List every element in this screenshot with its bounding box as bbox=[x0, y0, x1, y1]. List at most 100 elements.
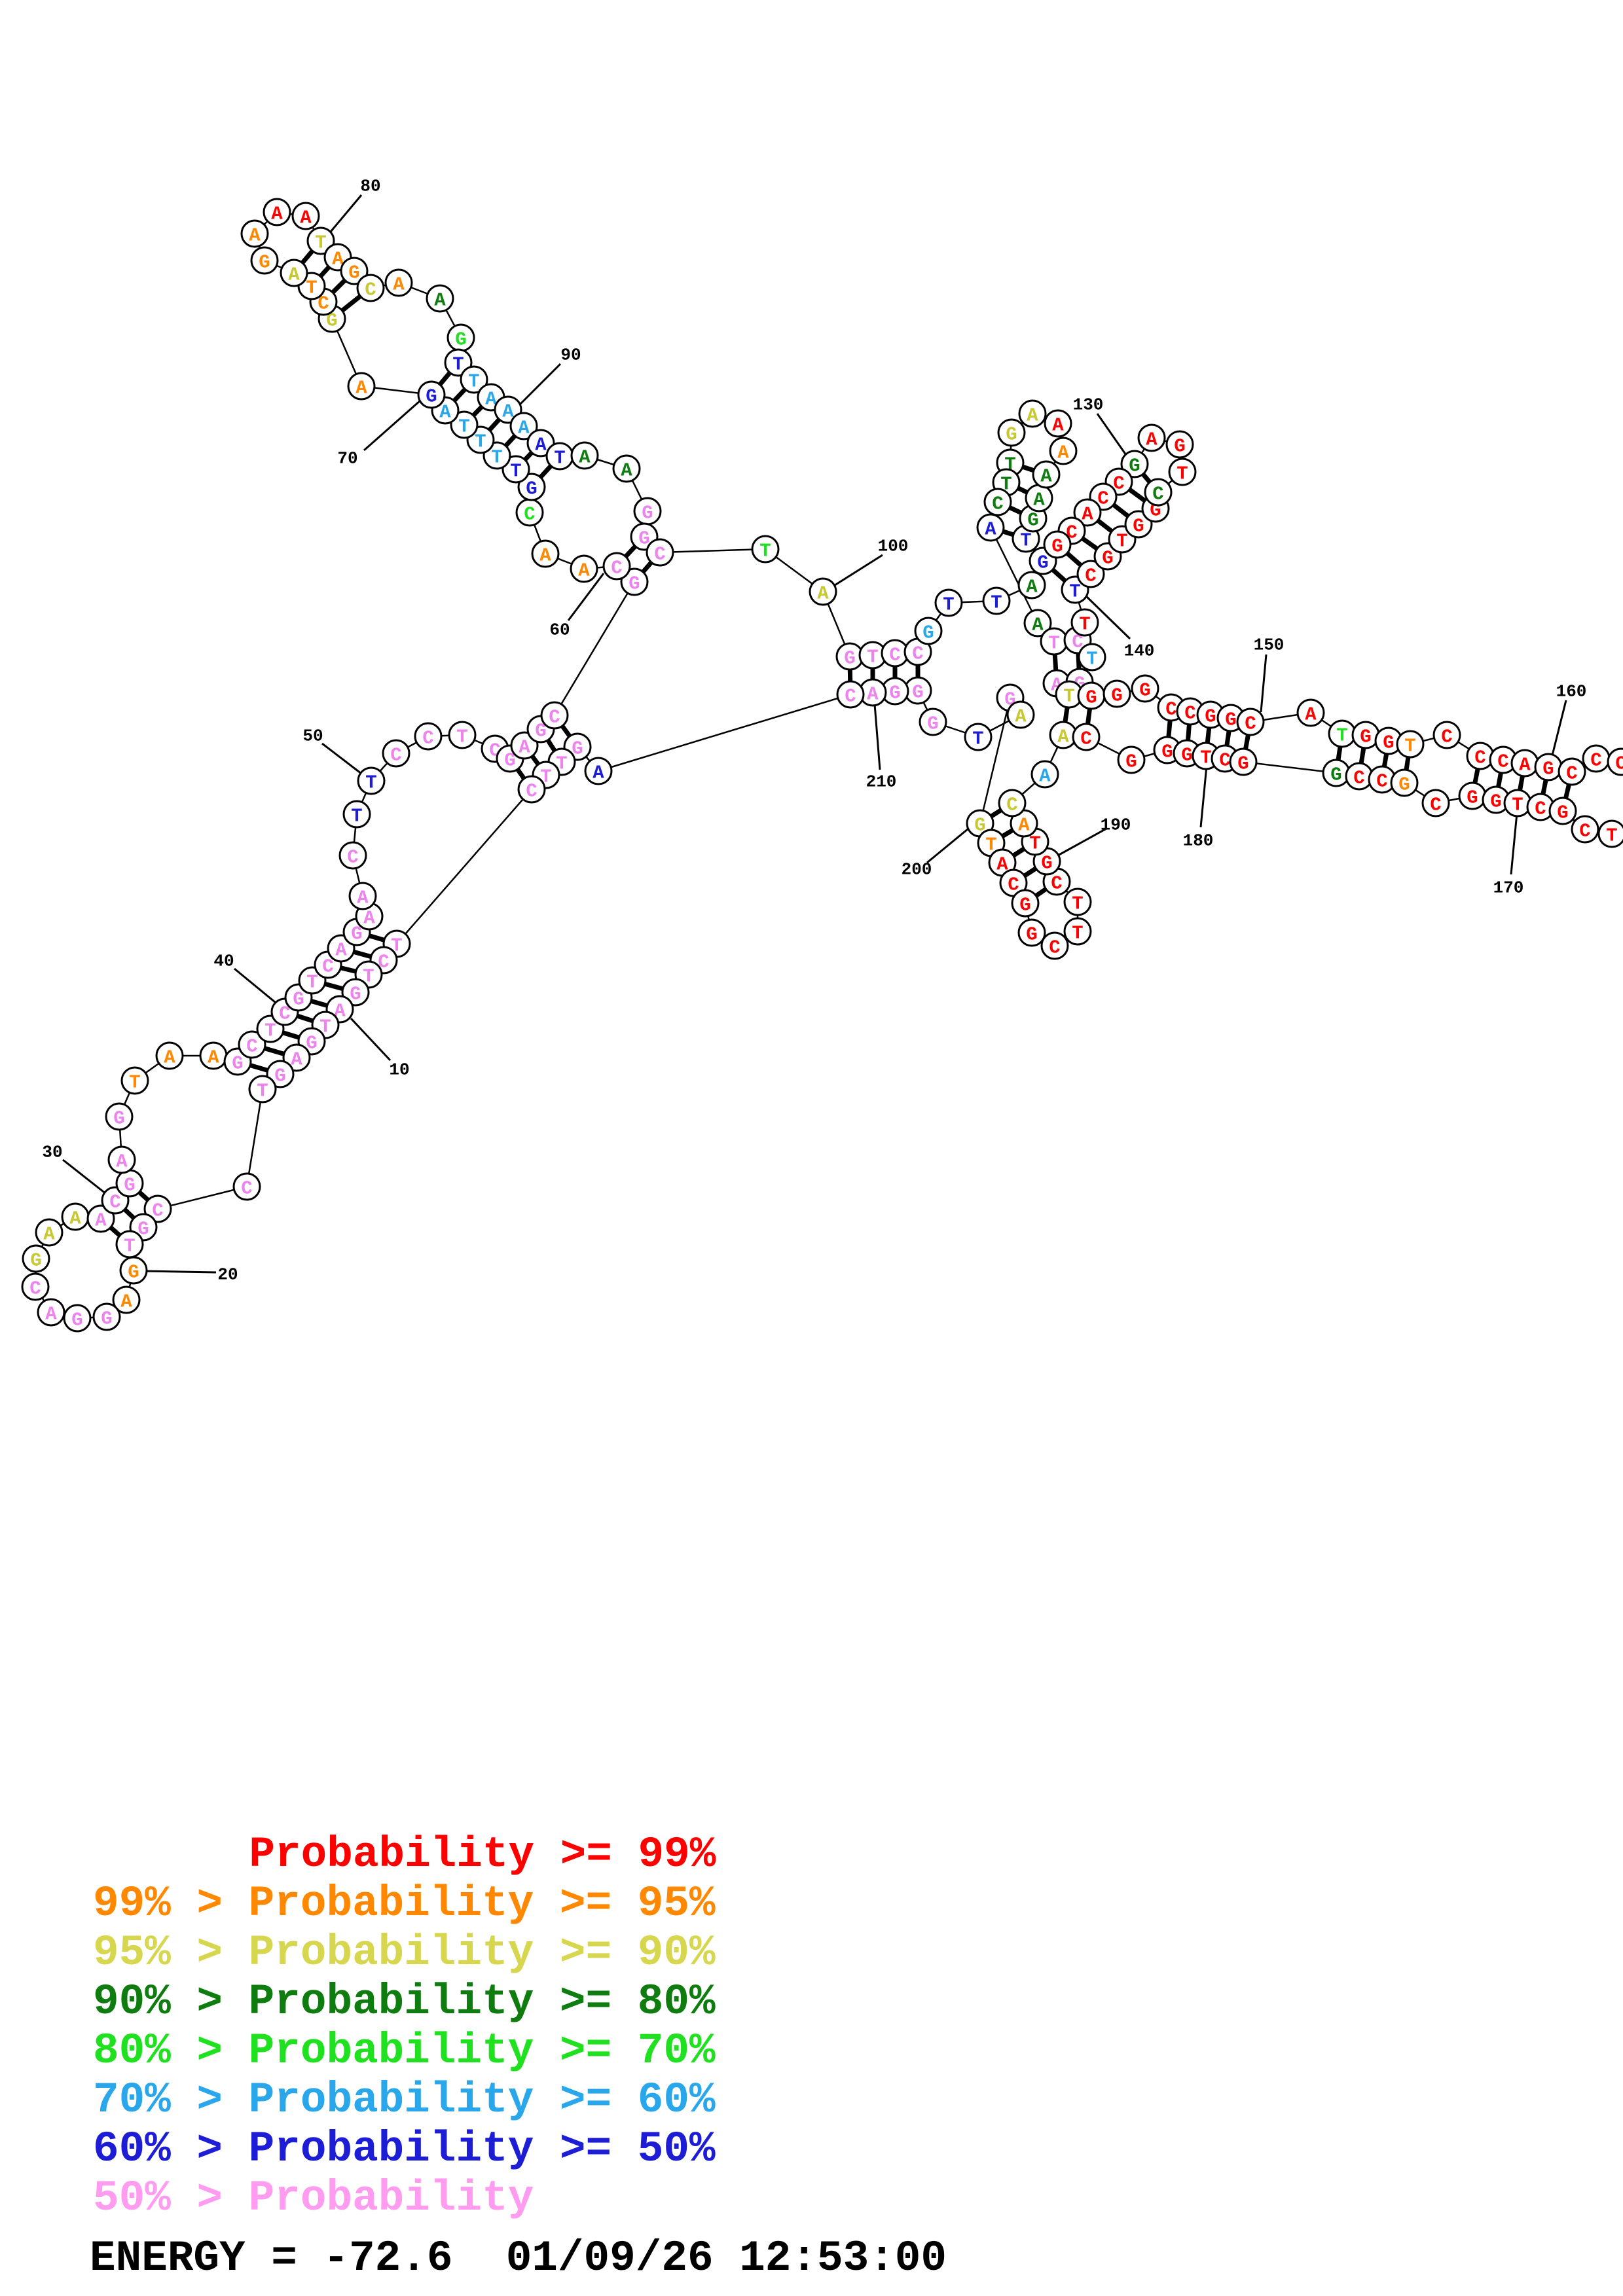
nucleotide-base: C bbox=[1219, 749, 1230, 771]
nucleotide-circle bbox=[1137, 423, 1166, 452]
position-label: 160 bbox=[1556, 681, 1587, 701]
nucleotide-base: A bbox=[1052, 414, 1064, 436]
nucleotide-base: G bbox=[1085, 687, 1097, 708]
nucleotide-base: G bbox=[1398, 774, 1410, 795]
nucleotide-circle bbox=[998, 789, 1027, 817]
nucleotide-base: C bbox=[611, 557, 622, 579]
nucleotide-base: A bbox=[69, 1208, 81, 1229]
nucleotide-base: A bbox=[357, 887, 369, 908]
nucleotide-base: T bbox=[1336, 725, 1347, 746]
nucleotide-base: C bbox=[152, 1200, 163, 1221]
nucleotide-base: G bbox=[30, 1249, 41, 1271]
nucleotide-circle bbox=[426, 284, 454, 313]
nucleotide-base: G bbox=[1557, 802, 1568, 823]
nucleotide-circle bbox=[540, 701, 569, 730]
nucleotide-base: C bbox=[1590, 749, 1601, 771]
position-leader bbox=[1083, 593, 1131, 640]
nucleotide-circle bbox=[1117, 745, 1146, 774]
nucleotide-circle bbox=[1597, 819, 1623, 848]
position-label: 200 bbox=[902, 859, 932, 879]
nucleotide-circle bbox=[1548, 797, 1577, 825]
nucleotide-circle bbox=[1396, 730, 1425, 759]
nucleotide-base: T bbox=[867, 646, 878, 668]
nucleotide-base: G bbox=[1037, 552, 1048, 573]
nucleotide-base: G bbox=[535, 720, 546, 742]
legend-line: 95% > Probability >= 90% bbox=[93, 1928, 716, 1977]
nucleotide-base: C bbox=[1497, 751, 1508, 772]
position-label: 100 bbox=[878, 536, 909, 556]
nucleotide-base: G bbox=[1129, 455, 1140, 476]
nucleotide-base: A bbox=[95, 1210, 107, 1231]
nucleotide-base: C bbox=[1579, 820, 1590, 842]
nucleotide-circle bbox=[232, 1172, 261, 1201]
nucleotide-circle bbox=[501, 455, 530, 484]
nucleotide-base: C bbox=[318, 293, 329, 314]
nucleotide-base: G bbox=[642, 502, 653, 524]
nucleotide-base: T bbox=[1079, 613, 1090, 635]
nucleotide-circle bbox=[238, 1030, 266, 1059]
nucleotide-base: G bbox=[526, 478, 537, 499]
backbone-segment bbox=[553, 581, 636, 716]
nucleotide-base: G bbox=[889, 682, 900, 704]
position-label: 30 bbox=[42, 1142, 62, 1162]
nucleotide-base: C bbox=[1113, 473, 1124, 494]
nucleotide-base: T bbox=[452, 353, 464, 375]
backbone-segment bbox=[246, 1088, 264, 1187]
nucleotide-base: G bbox=[137, 1218, 149, 1240]
nucleotide-base: C bbox=[29, 1278, 41, 1299]
nucleotide-base: C bbox=[1376, 770, 1387, 792]
nucleotide-base: A bbox=[1027, 404, 1038, 426]
nucleotide-base: A bbox=[535, 434, 547, 456]
backbone-segment bbox=[989, 527, 1039, 624]
nucleotide-base: T bbox=[556, 753, 567, 774]
nucleotide-base: T bbox=[351, 805, 362, 827]
nucleotide-base: C bbox=[1441, 726, 1452, 747]
nucleotide-base: C bbox=[1049, 937, 1060, 958]
nucleotide-base: G bbox=[1181, 744, 1192, 766]
nucleotide-base: C bbox=[279, 1003, 290, 1024]
nucleotide-circle bbox=[646, 538, 674, 567]
nucleotide-circle bbox=[417, 380, 446, 409]
position-label: 180 bbox=[1183, 831, 1214, 850]
nucleotide-circle bbox=[263, 198, 291, 226]
nucleotide-base: G bbox=[351, 923, 362, 944]
position-leader bbox=[832, 554, 883, 588]
nucleotide-circle bbox=[602, 552, 631, 581]
nucleotide-base: A bbox=[518, 417, 530, 439]
nucleotide-base: G bbox=[1237, 753, 1249, 774]
nucleotide-base: A bbox=[300, 207, 312, 228]
nucleotide-base: G bbox=[1051, 535, 1063, 557]
nucleotide-base: A bbox=[120, 1291, 132, 1312]
nucleotide-base: T bbox=[1512, 794, 1523, 816]
nucleotide-base: C bbox=[1535, 798, 1546, 819]
nucleotide-base: C bbox=[526, 780, 537, 802]
position-leader bbox=[926, 825, 972, 864]
nucleotide-base: G bbox=[293, 988, 304, 1010]
nucleotide-circle bbox=[306, 226, 335, 255]
position-leader bbox=[234, 967, 280, 1007]
nucleotide-base: A bbox=[116, 1151, 128, 1172]
nucleotide-circle bbox=[1421, 789, 1450, 817]
nucleotide-base: G bbox=[71, 1309, 82, 1331]
nucleotide-circle bbox=[997, 418, 1026, 447]
nucleotide-circle bbox=[982, 586, 1011, 615]
position-leader bbox=[363, 399, 421, 452]
nucleotide-base: A bbox=[502, 401, 514, 422]
nucleotide-base: C bbox=[1008, 874, 1019, 895]
nucleotide-base: G bbox=[348, 262, 359, 283]
nucleotide-base: A bbox=[356, 377, 367, 399]
nucleotide-base: A bbox=[985, 518, 996, 540]
nucleotide-circle bbox=[1168, 457, 1197, 486]
nucleotide-circle bbox=[1017, 571, 1046, 600]
nucleotide-circle bbox=[620, 567, 649, 596]
nucleotide-circle bbox=[919, 708, 947, 736]
nucleotide-circle bbox=[347, 372, 376, 401]
nucleotide-circle bbox=[1131, 674, 1159, 703]
nucleotide-base: A bbox=[867, 683, 879, 705]
nucleotide-base: A bbox=[1026, 576, 1038, 598]
nucleotide-base: T bbox=[257, 1080, 268, 1102]
nucleotide-base: T bbox=[1072, 893, 1083, 914]
position-leader bbox=[326, 194, 363, 236]
nucleotide-base: G bbox=[1330, 764, 1341, 785]
nucleotide-base: A bbox=[1305, 704, 1317, 725]
